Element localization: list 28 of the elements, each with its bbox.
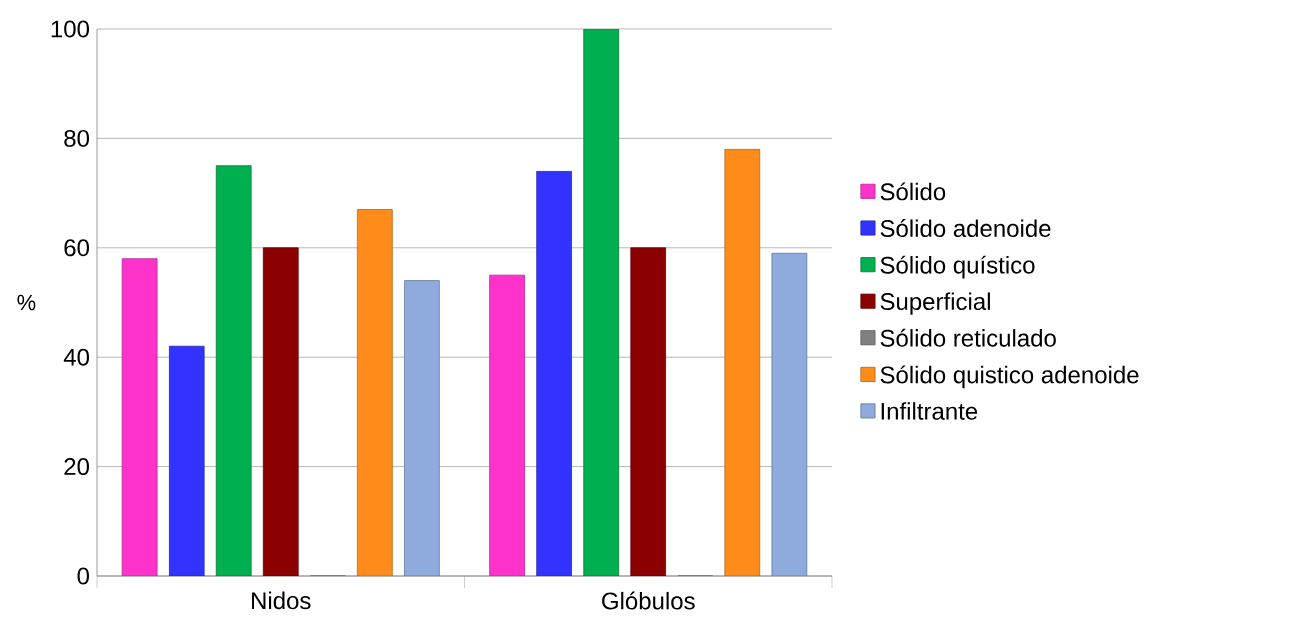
y-tick-label: 80	[64, 129, 90, 147]
legend-label: Superficial	[880, 292, 990, 315]
legend-label: Infiltrante	[881, 402, 978, 420]
legend-label: Sólido quistico adenoide	[880, 365, 1139, 389]
bar	[630, 247, 667, 576]
bar	[724, 148, 761, 576]
bar	[536, 170, 573, 576]
x-tick-label: Nidos	[252, 591, 311, 610]
bar	[356, 209, 393, 576]
bar	[771, 252, 808, 576]
legend-label: Sólido reticulado	[880, 328, 1056, 347]
bar	[489, 274, 525, 576]
y-tick-label: 60	[64, 239, 90, 257]
y-tick-label: 0	[77, 567, 90, 585]
bar	[583, 28, 620, 576]
bar	[404, 280, 440, 576]
legend-label: Sólido quístico	[880, 255, 1035, 279]
y-axis-title: %	[17, 294, 36, 311]
legend-label: Sólido	[880, 182, 946, 201]
bar	[168, 345, 205, 576]
x-tick-label: Glóbulos	[602, 591, 695, 610]
y-tick-label: 100	[51, 20, 90, 38]
legend-label: Sólido adenoide	[880, 219, 1051, 237]
bar	[262, 247, 299, 576]
y-tick-label: 40	[63, 348, 90, 366]
y-tick-label: 20	[64, 458, 90, 476]
bar	[121, 258, 158, 576]
bar	[215, 165, 252, 576]
